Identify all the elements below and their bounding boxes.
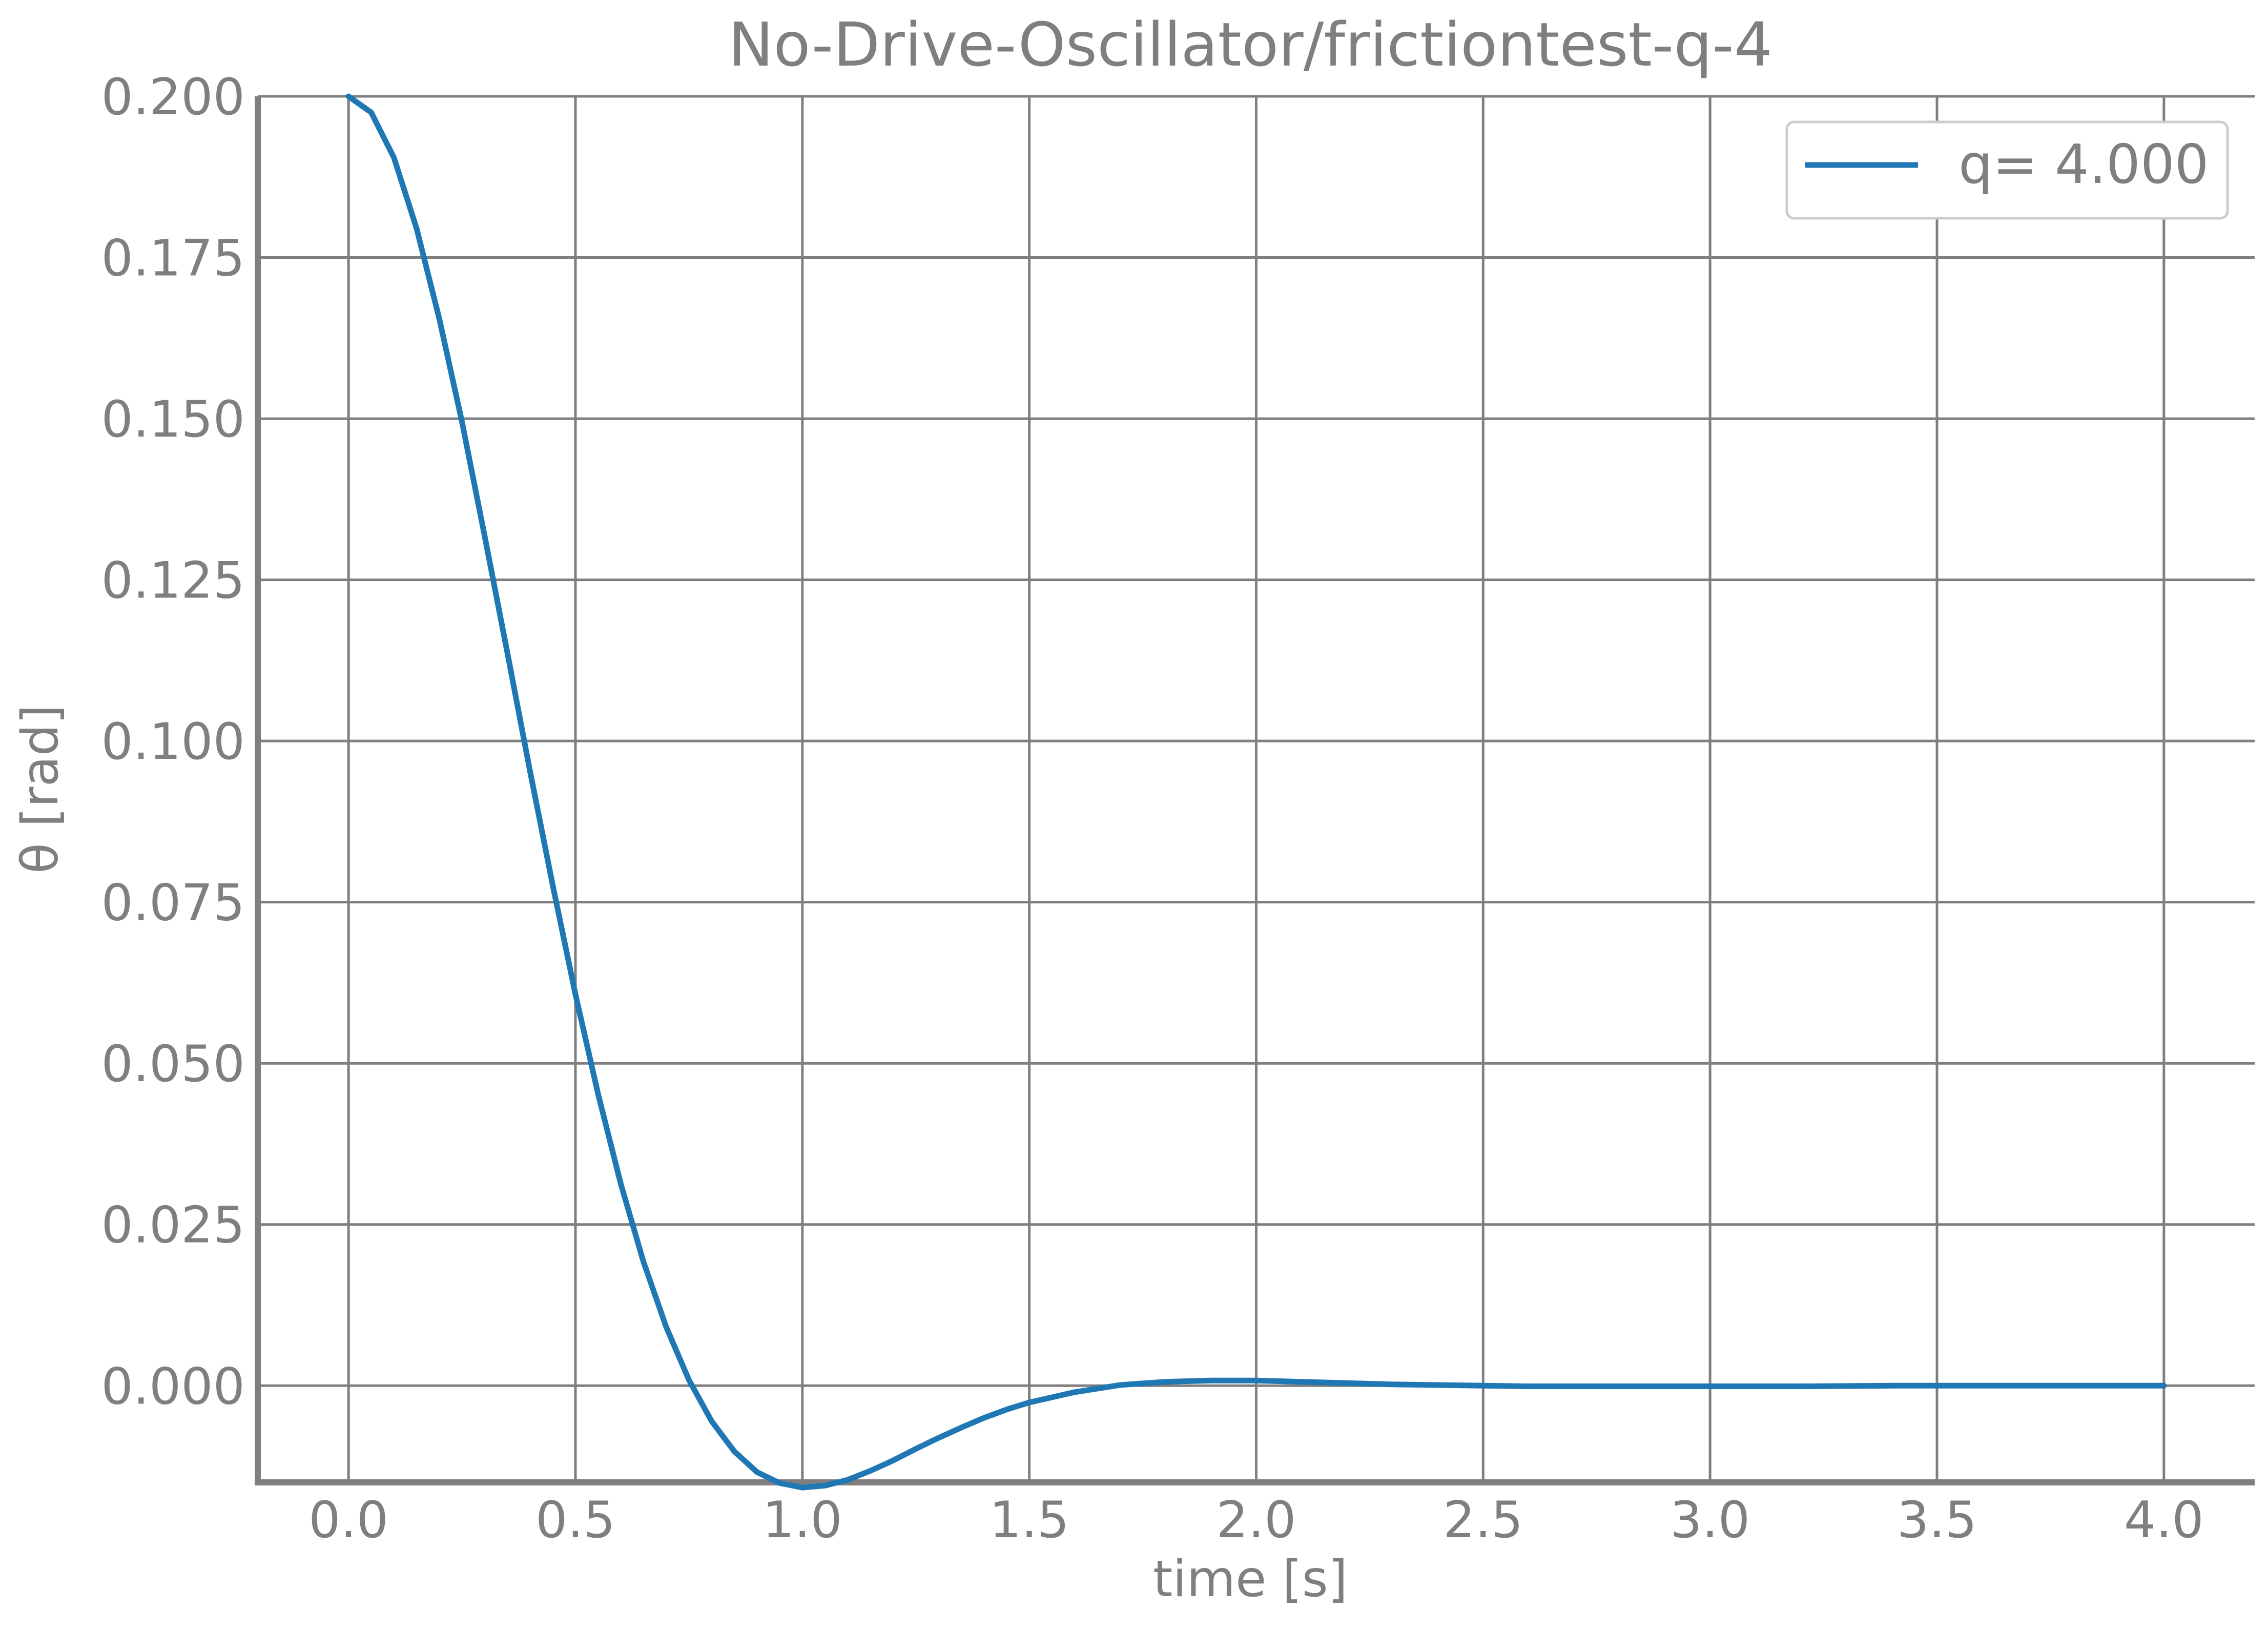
y-tick-label: 0.200 — [101, 68, 245, 127]
y-tick-label: 0.025 — [101, 1196, 245, 1255]
tick-labels: 0.0 0.5 1.0 1.5 2.0 2.5 3.0 3.5 4.0 0.000 0.025 0.0… — [101, 68, 2203, 1550]
y-axis-label: θ [rad] — [11, 705, 70, 874]
x-tick-label: 4.0 — [2124, 1491, 2204, 1550]
x-tick-label: 1.0 — [762, 1491, 842, 1550]
x-tick-label: 3.5 — [1897, 1491, 1977, 1550]
series-line — [345, 93, 2167, 1491]
legend: q= 4.000 — [1785, 120, 2229, 220]
x-tick-label: 3.0 — [1670, 1491, 1750, 1550]
chart-title: No-Drive-Oscillator/frictiontest-q-4 — [728, 9, 1772, 80]
y-tick-label: 0.100 — [101, 713, 245, 771]
x-tick-label: 0.0 — [308, 1491, 388, 1550]
y-tick-label: 0.075 — [101, 874, 245, 933]
x-tick-label: 2.5 — [1443, 1491, 1523, 1550]
x-tick-label: 1.5 — [989, 1491, 1069, 1550]
legend-box — [1785, 120, 2229, 220]
y-tick-label: 0.000 — [101, 1357, 245, 1416]
x-tick-label: 2.0 — [1217, 1491, 1296, 1550]
x-tick-label: 0.5 — [535, 1491, 615, 1550]
y-tick-label: 0.125 — [101, 552, 245, 610]
y-tick-label: 0.150 — [101, 390, 245, 449]
x-axis-label: time [s] — [1153, 1550, 1348, 1608]
y-tick-label: 0.050 — [101, 1035, 245, 1093]
plot-area — [345, 93, 2167, 1491]
legend-label: q= 4.000 — [1958, 133, 2209, 196]
axes — [255, 96, 2255, 1485]
y-tick-label: 0.175 — [101, 230, 245, 288]
